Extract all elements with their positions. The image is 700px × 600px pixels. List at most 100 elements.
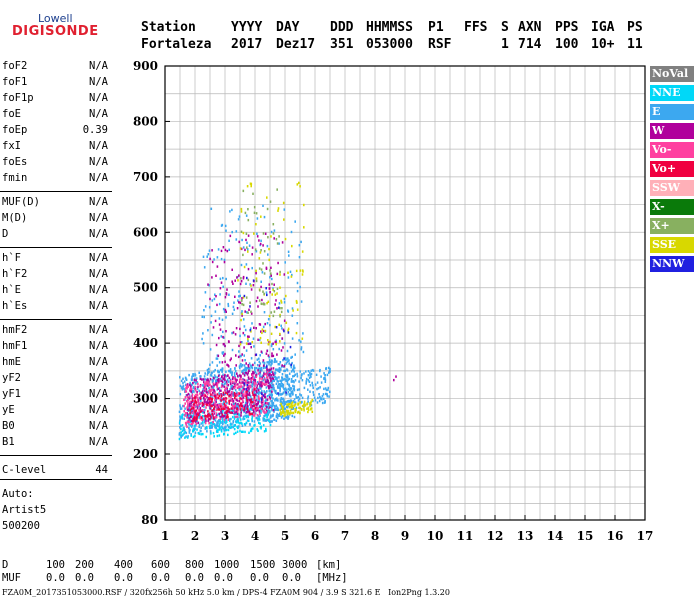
echo-point-w	[223, 377, 225, 380]
echo-point-e	[251, 389, 253, 393]
echo-point-nne	[180, 427, 182, 431]
echo-point-w	[217, 354, 220, 357]
echo-point-sse	[288, 402, 290, 406]
echo-point-vo-	[250, 379, 253, 382]
echo-point-sse	[282, 201, 285, 205]
echo-point-e	[291, 337, 294, 340]
echo-point-e	[279, 392, 281, 395]
echo-point-nne	[266, 415, 269, 418]
echo-point-e	[218, 386, 221, 390]
echo-point-e	[213, 258, 215, 261]
echo-point-w	[268, 406, 271, 409]
echo-point-e	[239, 366, 241, 370]
echo-point-nnw	[262, 394, 265, 397]
echo-point-w	[209, 257, 211, 261]
echo-point-e	[267, 405, 270, 408]
echo-point-e	[233, 372, 236, 375]
echo-point-e	[234, 370, 237, 373]
echo-point-vo-	[211, 400, 213, 403]
echo-point-e	[294, 401, 297, 404]
echo-point-e	[218, 317, 221, 320]
echo-point-e	[278, 369, 280, 373]
echo-point-e	[214, 293, 216, 296]
echo-point-w	[235, 380, 237, 383]
y-tick-label: 300	[133, 392, 158, 406]
echo-point-e	[211, 380, 214, 384]
echo-point-e	[183, 380, 186, 383]
echo-point-w	[251, 253, 253, 256]
echo-point-nnw	[289, 345, 292, 349]
echo-point-vo-	[231, 391, 233, 394]
echo-point-e	[279, 385, 281, 388]
echo-point-vo-	[201, 418, 203, 421]
footer-muf-value-1: 0.0	[75, 572, 94, 584]
echo-point-vo-	[218, 408, 221, 411]
echo-point-e	[291, 314, 294, 317]
echo-point-e	[203, 402, 206, 406]
echo-point-vo-	[225, 404, 228, 407]
hdr-label-station: Station	[141, 20, 196, 35]
echo-point-vo-	[219, 405, 222, 408]
echo-point-e	[180, 379, 183, 383]
echo-point-e	[246, 248, 249, 251]
echo-point-e	[307, 395, 310, 398]
echo-point-w	[252, 370, 254, 374]
echo-point-e	[307, 374, 310, 377]
echo-point-w	[256, 296, 259, 299]
echo-point-sse	[286, 413, 288, 416]
echo-point-nnw	[277, 392, 279, 395]
echo-point-w	[234, 378, 237, 381]
echo-point-vo-	[243, 394, 245, 397]
echo-point-e	[222, 307, 225, 311]
echo-point-e	[305, 380, 308, 383]
param-name-yf1: yF1	[2, 388, 21, 400]
echo-point-vo-	[217, 404, 220, 407]
echo-point-e	[225, 425, 227, 428]
echo-point-e	[243, 364, 246, 367]
echo-point-w	[228, 390, 231, 393]
echo-point-e	[281, 392, 283, 396]
echo-point-vo-	[191, 411, 194, 415]
echo-point-e	[225, 382, 227, 385]
footer-d-value-8: [km]	[316, 559, 342, 571]
echo-point-vo-	[213, 405, 216, 409]
echo-point-vo-	[186, 386, 188, 389]
echo-point-e	[298, 339, 300, 342]
echo-point-sse	[275, 343, 277, 346]
echo-point-w	[247, 364, 250, 367]
hdr-value-axn: 714	[518, 37, 542, 52]
echo-point-vo-	[236, 415, 239, 418]
echo-point-e	[271, 407, 273, 410]
echo-point-w	[220, 249, 223, 253]
echo-point-vo-	[264, 383, 267, 386]
echo-point-vo-	[262, 399, 264, 402]
echo-point-e	[311, 368, 314, 372]
echo-point-w	[251, 405, 254, 408]
echo-point-nne	[233, 424, 235, 427]
echo-point-e	[271, 403, 273, 406]
echo-point-e	[190, 411, 192, 414]
echo-point-w	[203, 411, 206, 414]
echo-point-w	[282, 328, 285, 331]
echo-point-nne	[235, 421, 238, 424]
echo-point-sse	[259, 251, 262, 254]
echo-point-e	[294, 220, 296, 223]
echo-point-e	[237, 218, 240, 221]
echo-point-e	[217, 420, 219, 423]
echo-point-e	[263, 363, 266, 366]
footer-d-value-6: 1500	[250, 559, 276, 571]
echo-point-e	[262, 325, 265, 329]
echo-point-sse	[266, 196, 268, 199]
param-value-yf2: N/A	[89, 372, 108, 384]
echo-point-w	[208, 404, 211, 407]
echo-point-e	[281, 373, 284, 376]
hdr-value-year: 2017	[231, 37, 263, 52]
echo-point-vo-	[188, 420, 190, 424]
echo-point-e	[295, 406, 298, 409]
echo-point-vo-	[234, 385, 237, 388]
echo-point-sse	[279, 408, 281, 412]
echo-point-w	[237, 383, 239, 386]
echo-point-w	[211, 276, 213, 279]
echo-point-w	[240, 375, 242, 378]
echo-point-sse	[258, 257, 261, 260]
